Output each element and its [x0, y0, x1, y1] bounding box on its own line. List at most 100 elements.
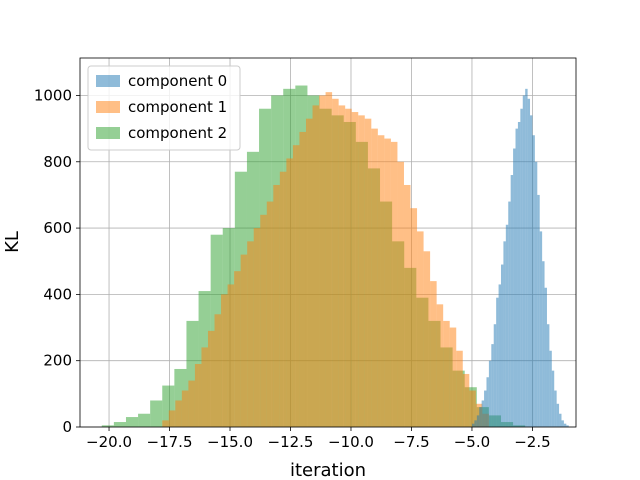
histogram-bar [546, 324, 550, 427]
y-tick-label: 0 [62, 418, 72, 436]
x-tick-label: −20.0 [86, 433, 132, 451]
histogram-bar [527, 98, 531, 427]
histogram-bar [563, 423, 567, 427]
histogram-bar [286, 158, 293, 428]
histogram-bar [462, 373, 470, 427]
histogram-bar [410, 208, 418, 427]
histogram-bar [390, 141, 398, 427]
histogram-bar [554, 390, 557, 427]
histogram-bar [532, 135, 535, 427]
histogram-bar [397, 161, 404, 428]
legend-label: component 2 [128, 124, 227, 142]
legend-label: component 1 [128, 98, 227, 116]
histogram-bar [471, 423, 475, 427]
histogram-bar [113, 422, 126, 427]
x-tick-label: −7.5 [393, 433, 429, 451]
histogram-bars [101, 85, 569, 428]
histogram-bar [351, 112, 359, 427]
histogram-bar [500, 264, 504, 427]
histogram-bar [319, 95, 326, 427]
histogram-bar [525, 88, 528, 427]
legend-label: component 0 [128, 72, 227, 90]
histogram-bar [299, 131, 306, 427]
histogram-bar [364, 118, 372, 428]
series-component-1 [162, 92, 489, 428]
y-axis-ticks: 0 200 400 600 800 1000 [34, 86, 80, 436]
histogram-bar [542, 261, 545, 427]
histogram-bar [201, 347, 208, 427]
histogram-bar [125, 417, 139, 427]
x-axis-ticks: −20.0 −17.5 −15.0 −12.5 −10.0 −7.5 −5.0 −2.5 [86, 427, 551, 451]
legend-swatch [96, 127, 120, 139]
histogram-bar [221, 294, 228, 427]
histogram-bar [476, 415, 480, 427]
histogram-bar [338, 105, 346, 428]
histogram-bar [325, 92, 333, 427]
histogram-bar [486, 377, 489, 427]
legend-swatch [96, 101, 120, 113]
legend-swatch [96, 75, 120, 87]
histogram-bar [377, 135, 385, 427]
histogram-bar [240, 254, 248, 427]
histogram-bar [517, 121, 521, 428]
histogram-bar [403, 184, 411, 427]
histogram-bar [207, 330, 215, 427]
histogram-bar [493, 324, 497, 427]
x-axis-label: iteration [290, 460, 366, 480]
histogram-bar [537, 194, 540, 427]
histogram-bar [384, 138, 391, 427]
histogram-bar [279, 171, 287, 427]
histogram-bar [227, 284, 235, 427]
histogram-bar [566, 425, 569, 427]
histogram-bar [443, 320, 450, 427]
x-tick-label: −2.5 [514, 433, 550, 451]
plot-frame [79, 57, 577, 428]
x-tick-label: −15.0 [207, 433, 253, 451]
histogram-bar [539, 231, 543, 427]
histogram-bar [522, 95, 526, 427]
histogram-bar [332, 98, 339, 427]
histogram-bar [188, 380, 195, 427]
histogram-bar [194, 364, 202, 427]
histogram-bar [253, 228, 261, 427]
histogram-bar [559, 413, 562, 427]
histogram-bar [150, 400, 163, 427]
histogram-bar [417, 231, 424, 427]
histogram-bar [181, 390, 189, 427]
histogram-bar [312, 105, 320, 428]
histogram-bar [505, 224, 509, 427]
histogram-bar [491, 344, 494, 427]
histogram-bar [556, 403, 560, 427]
histogram-bar [530, 115, 533, 427]
histogram-bar [138, 413, 151, 427]
histogram-bar [515, 128, 518, 427]
histogram-bar [481, 400, 485, 427]
y-tick-label: 200 [43, 352, 72, 370]
histogram-bar [484, 390, 487, 427]
histogram-bar [488, 360, 492, 427]
histogram-bar [358, 115, 365, 427]
histogram-bar [430, 281, 437, 427]
histogram-bar [534, 161, 538, 428]
histogram-bar [214, 314, 222, 427]
histogram-bar [513, 148, 516, 427]
histogram-bar [168, 410, 176, 427]
histogram-bar [371, 128, 378, 427]
histogram-bar [436, 304, 444, 427]
histogram-bar [273, 184, 280, 427]
y-tick-label: 1000 [34, 86, 72, 104]
histogram-bar [175, 400, 182, 427]
histogram-bar [456, 350, 463, 427]
histogram-bar [247, 241, 254, 427]
histogram-bar [266, 201, 274, 427]
histogram-bar [162, 420, 169, 427]
histogram-bar [508, 201, 511, 427]
histogram-bar [292, 145, 300, 427]
x-tick-label: −5.0 [454, 433, 490, 451]
histogram-bar [345, 108, 352, 427]
histogram-bar [101, 425, 114, 427]
x-tick-label: −17.5 [147, 433, 193, 451]
histogram-bar [510, 175, 514, 427]
histogram-bar [520, 108, 523, 427]
